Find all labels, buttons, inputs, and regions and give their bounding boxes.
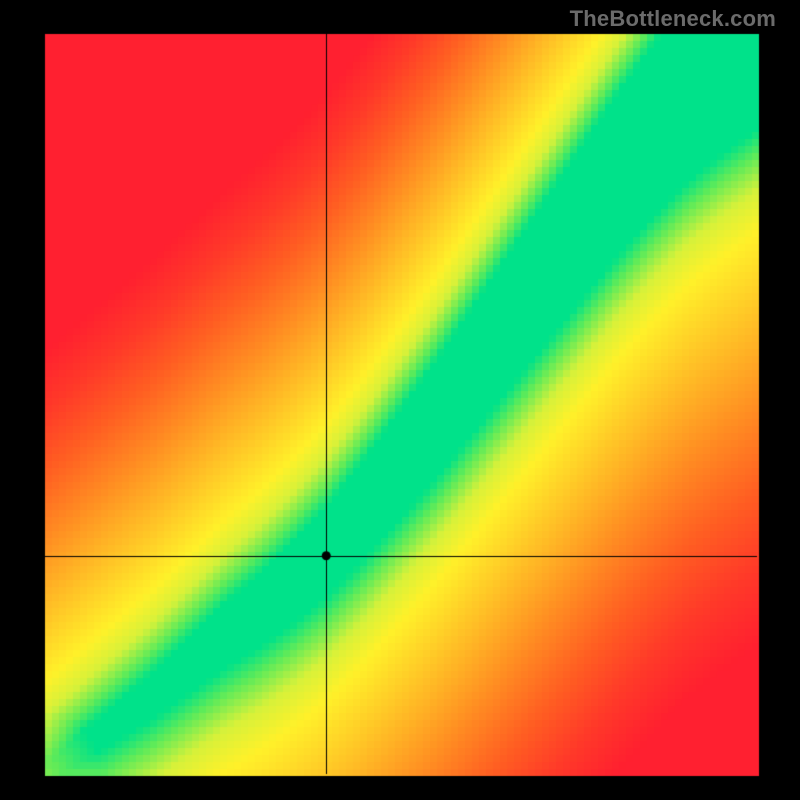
- bottleneck-heatmap: [0, 0, 800, 800]
- watermark-text: TheBottleneck.com: [570, 6, 776, 32]
- chart-container: TheBottleneck.com: [0, 0, 800, 800]
